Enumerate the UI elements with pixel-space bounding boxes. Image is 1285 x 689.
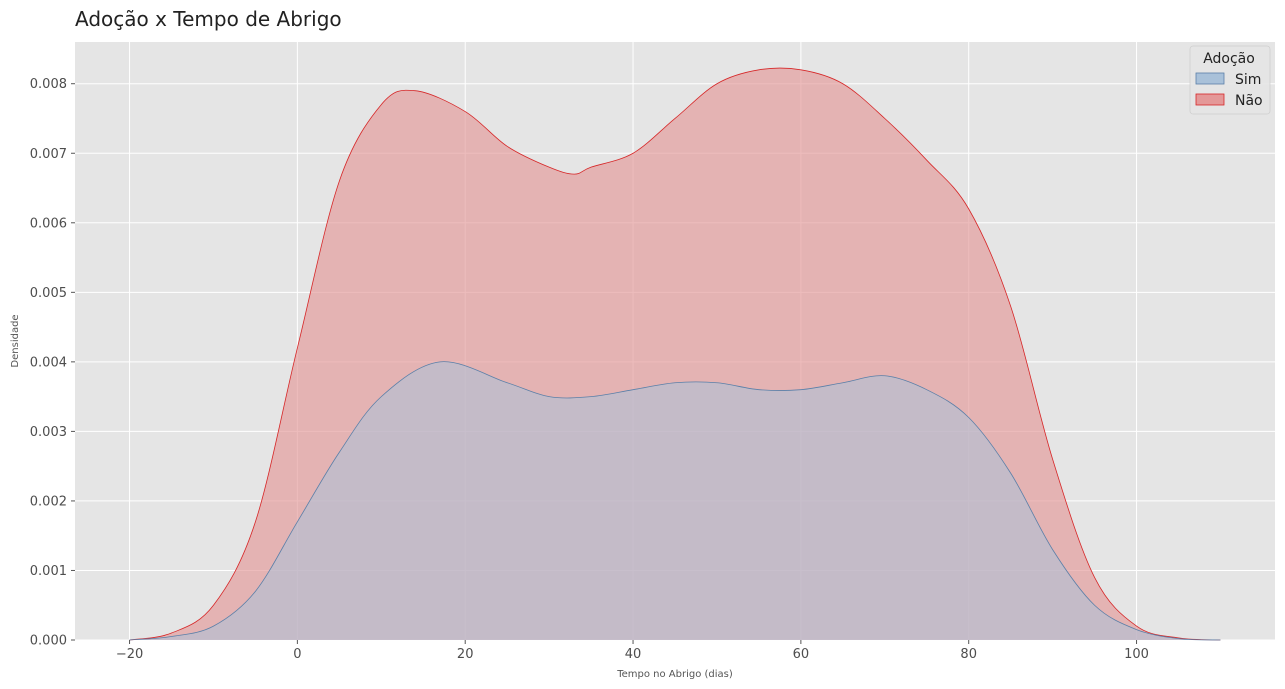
y-tick-label: 0.000 [30,634,67,649]
density-line-nao [129,67,1221,641]
legend-swatch-sim [1195,72,1225,85]
x-tick-label: 20 [457,647,474,662]
y-tick-label: 0.002 [30,494,67,509]
legend[interactable]: Adoção Sim Não [1189,45,1271,115]
y-axis-label: Densidade [10,314,21,367]
x-axis-label: Tempo no Abrigo (dias) [616,669,733,680]
y-tick-label: 0.003 [30,425,67,440]
legend-title: Adoção [1203,51,1255,67]
y-tick-label: 0.004 [30,355,67,370]
x-tick-labels: −20 0 20 40 60 80 100 [116,640,1149,662]
y-tick-label: 0.001 [30,564,67,579]
chart-title: Adoção x Tempo de Abrigo [75,7,342,31]
x-tick-label: 40 [625,647,642,662]
density-area-sim [129,361,1221,640]
series-areas [129,67,1221,641]
x-tick-label: 0 [293,647,301,662]
density-line-sim [129,361,1221,641]
x-tick-label: 80 [960,647,977,662]
y-tick-label: 0.008 [30,77,67,92]
x-tick-label: 100 [1124,647,1149,662]
x-tick-label: −20 [116,647,143,662]
y-tick-label: 0.005 [30,286,67,301]
legend-label-nao: Não [1235,93,1263,109]
y-tick-label: 0.006 [30,216,67,231]
legend-label-sim: Sim [1235,72,1261,88]
x-tick-label: 60 [793,647,810,662]
y-tick-label: 0.007 [30,147,67,162]
legend-swatch-nao [1195,93,1225,106]
y-tick-labels: 0.000 0.001 0.002 0.003 0.004 0.005 0.006 0.007… [30,77,75,649]
